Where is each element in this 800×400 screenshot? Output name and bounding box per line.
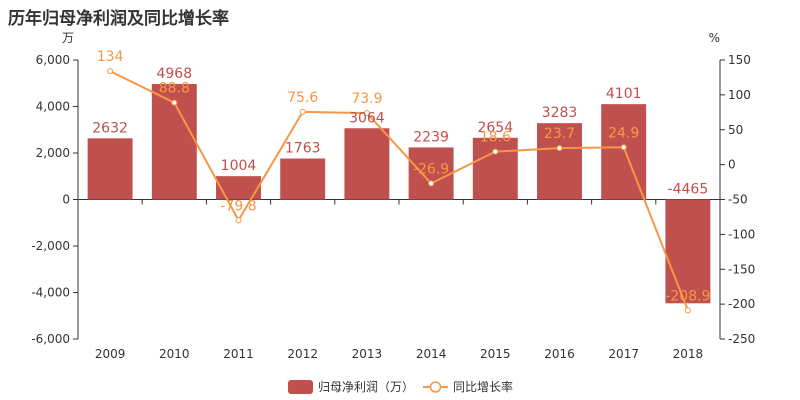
growth-point: [171, 99, 178, 106]
bar-data-label: 1763: [285, 141, 321, 157]
y-right-tick-label: -150: [728, 262, 755, 276]
growth-point: [235, 217, 242, 224]
growth-point: [428, 180, 435, 187]
y-left-tick-label: -2,000: [31, 239, 70, 253]
x-tick-label: 2011: [223, 347, 254, 361]
growth-line: [109, 70, 689, 311]
chart-title: 历年归母净利润及同比增长率: [8, 9, 229, 29]
bar: [216, 176, 261, 200]
bar-data-label: -4465: [668, 182, 709, 198]
x-tick-label: 2014: [416, 347, 447, 361]
y-right-tick-label: -250: [728, 332, 755, 346]
legend-line-marker: [429, 381, 442, 393]
legend-bar-label: 归母净利润（万）: [318, 380, 414, 394]
bar-data-label: 1004: [221, 158, 257, 174]
growth-point: [492, 148, 499, 155]
bar-data-label: 2239: [413, 129, 449, 145]
bar: [87, 138, 133, 200]
growth-data-label: -208.9: [665, 288, 710, 304]
x-tick-label: 2017: [608, 347, 639, 361]
growth-data-label: 23.7: [544, 126, 575, 142]
x-tick-label: 2010: [159, 347, 190, 361]
growth-point: [620, 144, 627, 151]
y-left-tick-label: 2,000: [36, 146, 70, 160]
bar-data-label: 3283: [542, 105, 578, 121]
bar-data-label: 4968: [156, 66, 192, 82]
y-right-tick-label: 50: [728, 123, 743, 137]
y-right-tick-label: -100: [728, 227, 755, 241]
y-left-tick-label: -6,000: [31, 332, 70, 346]
y-axis-left-unit: 万: [62, 31, 74, 45]
growth-data-label: 75.6: [287, 90, 318, 106]
growth-point: [363, 110, 370, 117]
growth-data-label: 24.9: [608, 125, 639, 141]
bar-data-label: 2654: [477, 120, 513, 136]
y-left-tick-label: 6,000: [36, 53, 70, 67]
y-left-tick-label: 0: [62, 193, 70, 207]
x-tick-label: 2013: [352, 347, 383, 361]
bar: [537, 123, 582, 200]
y-right-tick-label: -50: [728, 193, 748, 207]
growth-data-label: 73.9: [351, 91, 382, 107]
y-left-tick-label: -4,000: [31, 286, 70, 300]
bar: [344, 128, 390, 200]
x-tick-label: 2012: [287, 347, 318, 361]
bar-data-label: 3064: [349, 110, 385, 126]
y-axis-right-unit: %: [709, 31, 720, 45]
y-right-tick-label: 150: [728, 53, 751, 67]
growth-data-label: -79.8: [220, 198, 256, 214]
x-tick-label: 2015: [480, 347, 511, 361]
bar: [472, 137, 518, 200]
growth-point: [107, 68, 114, 75]
y-right-tick-label: -200: [728, 297, 755, 311]
legend-bar-swatch: [288, 380, 313, 394]
growth-data-label: -26.9: [413, 161, 449, 177]
x-tick-label: 2016: [544, 347, 575, 361]
legend-line-label: 同比增长率: [453, 379, 513, 394]
growth-data-label: 18.6: [480, 130, 511, 146]
growth-point: [556, 145, 563, 152]
y-left-tick-label: 4,000: [36, 100, 70, 114]
x-tick-label: 2009: [95, 347, 126, 361]
y-right-tick-label: 0: [728, 158, 736, 172]
bar-data-label: 2632: [92, 120, 128, 136]
growth-data-label: 134: [97, 49, 124, 65]
bar: [665, 199, 711, 304]
y-right-tick-label: 100: [728, 88, 751, 102]
growth-data-label: 88.8: [159, 81, 190, 97]
x-tick-label: 2018: [673, 347, 704, 361]
growth-point: [299, 108, 306, 115]
bar-data-label: 4101: [606, 86, 642, 102]
bar: [280, 158, 326, 200]
growth-point: [684, 307, 691, 314]
bar: [408, 147, 454, 200]
